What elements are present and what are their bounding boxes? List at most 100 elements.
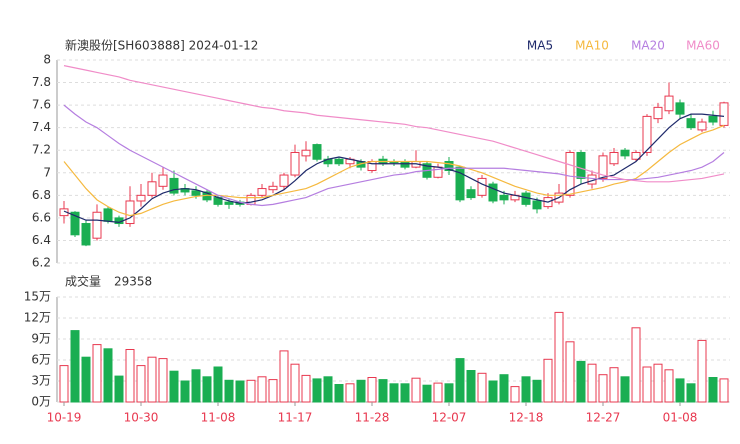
candle-body xyxy=(719,102,729,126)
candle-body xyxy=(125,200,135,225)
candle-body xyxy=(609,151,619,165)
candle-body xyxy=(697,121,707,131)
volume-bar xyxy=(114,375,124,403)
x-tick-label: 10-30 xyxy=(124,411,159,425)
volume-bar xyxy=(246,379,256,403)
y-tick-label: 6.2 xyxy=(32,256,51,270)
volume-bar xyxy=(125,349,135,403)
volume-bar xyxy=(59,365,69,403)
volume-bar xyxy=(576,360,586,403)
volume-bar xyxy=(312,378,322,403)
candle-body xyxy=(301,149,311,157)
x-tick-label: 11-08 xyxy=(201,411,236,425)
legend-entry: MA5 xyxy=(527,39,553,53)
candle-body xyxy=(334,158,344,165)
candle-body xyxy=(576,151,586,179)
candle-body xyxy=(598,155,608,179)
y-tick-label: 3万 xyxy=(31,374,51,388)
ma-line xyxy=(63,113,725,224)
candle-body xyxy=(653,106,663,120)
volume-bar xyxy=(499,374,509,403)
volume-bar xyxy=(488,380,498,403)
candle-body xyxy=(631,151,641,160)
candle-body xyxy=(312,144,322,160)
y-tick-label: 7.4 xyxy=(32,120,51,134)
candle-body xyxy=(466,189,476,199)
candle-body xyxy=(191,190,201,196)
volume-bar xyxy=(477,372,487,403)
candle-body xyxy=(81,223,91,246)
candle-body xyxy=(147,181,157,196)
volume-bar xyxy=(620,376,630,403)
y-tick-label: 8 xyxy=(43,53,51,67)
legend-entry: MA60 xyxy=(686,39,720,53)
legend-entry: MA20 xyxy=(631,39,665,53)
candle-body xyxy=(268,185,278,191)
y-tick-label: 0万 xyxy=(31,395,51,409)
volume-bar xyxy=(356,379,366,403)
volume-bar xyxy=(598,374,608,403)
volume-bar xyxy=(279,350,289,403)
volume-bar xyxy=(345,383,355,403)
candle-body xyxy=(488,183,498,202)
x-tick-label: 12-18 xyxy=(509,411,544,425)
volume-bar xyxy=(169,370,179,403)
candle-body xyxy=(686,118,696,129)
volume-bar xyxy=(70,330,80,403)
volume-bar xyxy=(81,356,91,403)
volume-bar xyxy=(334,384,344,403)
y-tick-label: 9万 xyxy=(31,332,51,346)
candle-body xyxy=(477,177,487,196)
candle-body xyxy=(532,200,542,210)
volume-bar xyxy=(213,366,223,403)
volume-latest: 29358 xyxy=(114,275,152,289)
candle-body xyxy=(675,102,685,115)
candle-body xyxy=(642,115,652,153)
legend-entry: MA10 xyxy=(575,39,609,53)
x-tick-label: 12-27 xyxy=(586,411,621,425)
volume-bar xyxy=(686,383,696,403)
volume-bar xyxy=(367,377,377,403)
y-tick-label: 6万 xyxy=(31,353,51,367)
candle-body xyxy=(136,194,146,202)
y-tick-label: 15万 xyxy=(24,290,51,304)
volume-bar xyxy=(642,366,652,403)
volume-bar xyxy=(389,383,399,403)
candle-body xyxy=(224,201,234,205)
volume-bar xyxy=(532,379,542,403)
volume-bar xyxy=(543,358,553,403)
volume-bar xyxy=(521,376,531,403)
volume-bar xyxy=(697,339,707,403)
volume-bar xyxy=(631,327,641,403)
volume-title: 成交量 xyxy=(65,274,101,289)
candle-body xyxy=(169,177,179,194)
volume-bar xyxy=(422,384,432,403)
x-tick-label: 10-19 xyxy=(47,411,82,425)
ma-line xyxy=(63,124,725,217)
candle-body xyxy=(92,211,102,239)
volume-bar xyxy=(92,344,102,403)
y-tick-label: 7.8 xyxy=(32,75,51,89)
volume-bar xyxy=(466,370,476,403)
candle-body xyxy=(444,161,454,172)
ma-line xyxy=(63,65,725,183)
volume-bar xyxy=(609,367,619,403)
candle-body xyxy=(455,166,465,201)
volume-bar xyxy=(268,379,278,403)
volume-bar xyxy=(719,378,729,403)
volume-bar xyxy=(136,365,146,403)
volume-bar xyxy=(433,382,443,403)
volume-bar xyxy=(290,363,300,403)
volume-bar xyxy=(224,379,234,403)
volume-bar xyxy=(587,363,597,403)
candle-body xyxy=(499,194,509,201)
volume-bar xyxy=(675,378,685,403)
volume-bar xyxy=(411,377,421,403)
candle-body xyxy=(246,194,256,205)
volume-bar xyxy=(664,369,674,403)
volume-bar xyxy=(554,311,564,403)
candle-body xyxy=(103,208,113,222)
y-tick-label: 7.2 xyxy=(32,143,51,157)
volume-bar xyxy=(158,358,168,403)
